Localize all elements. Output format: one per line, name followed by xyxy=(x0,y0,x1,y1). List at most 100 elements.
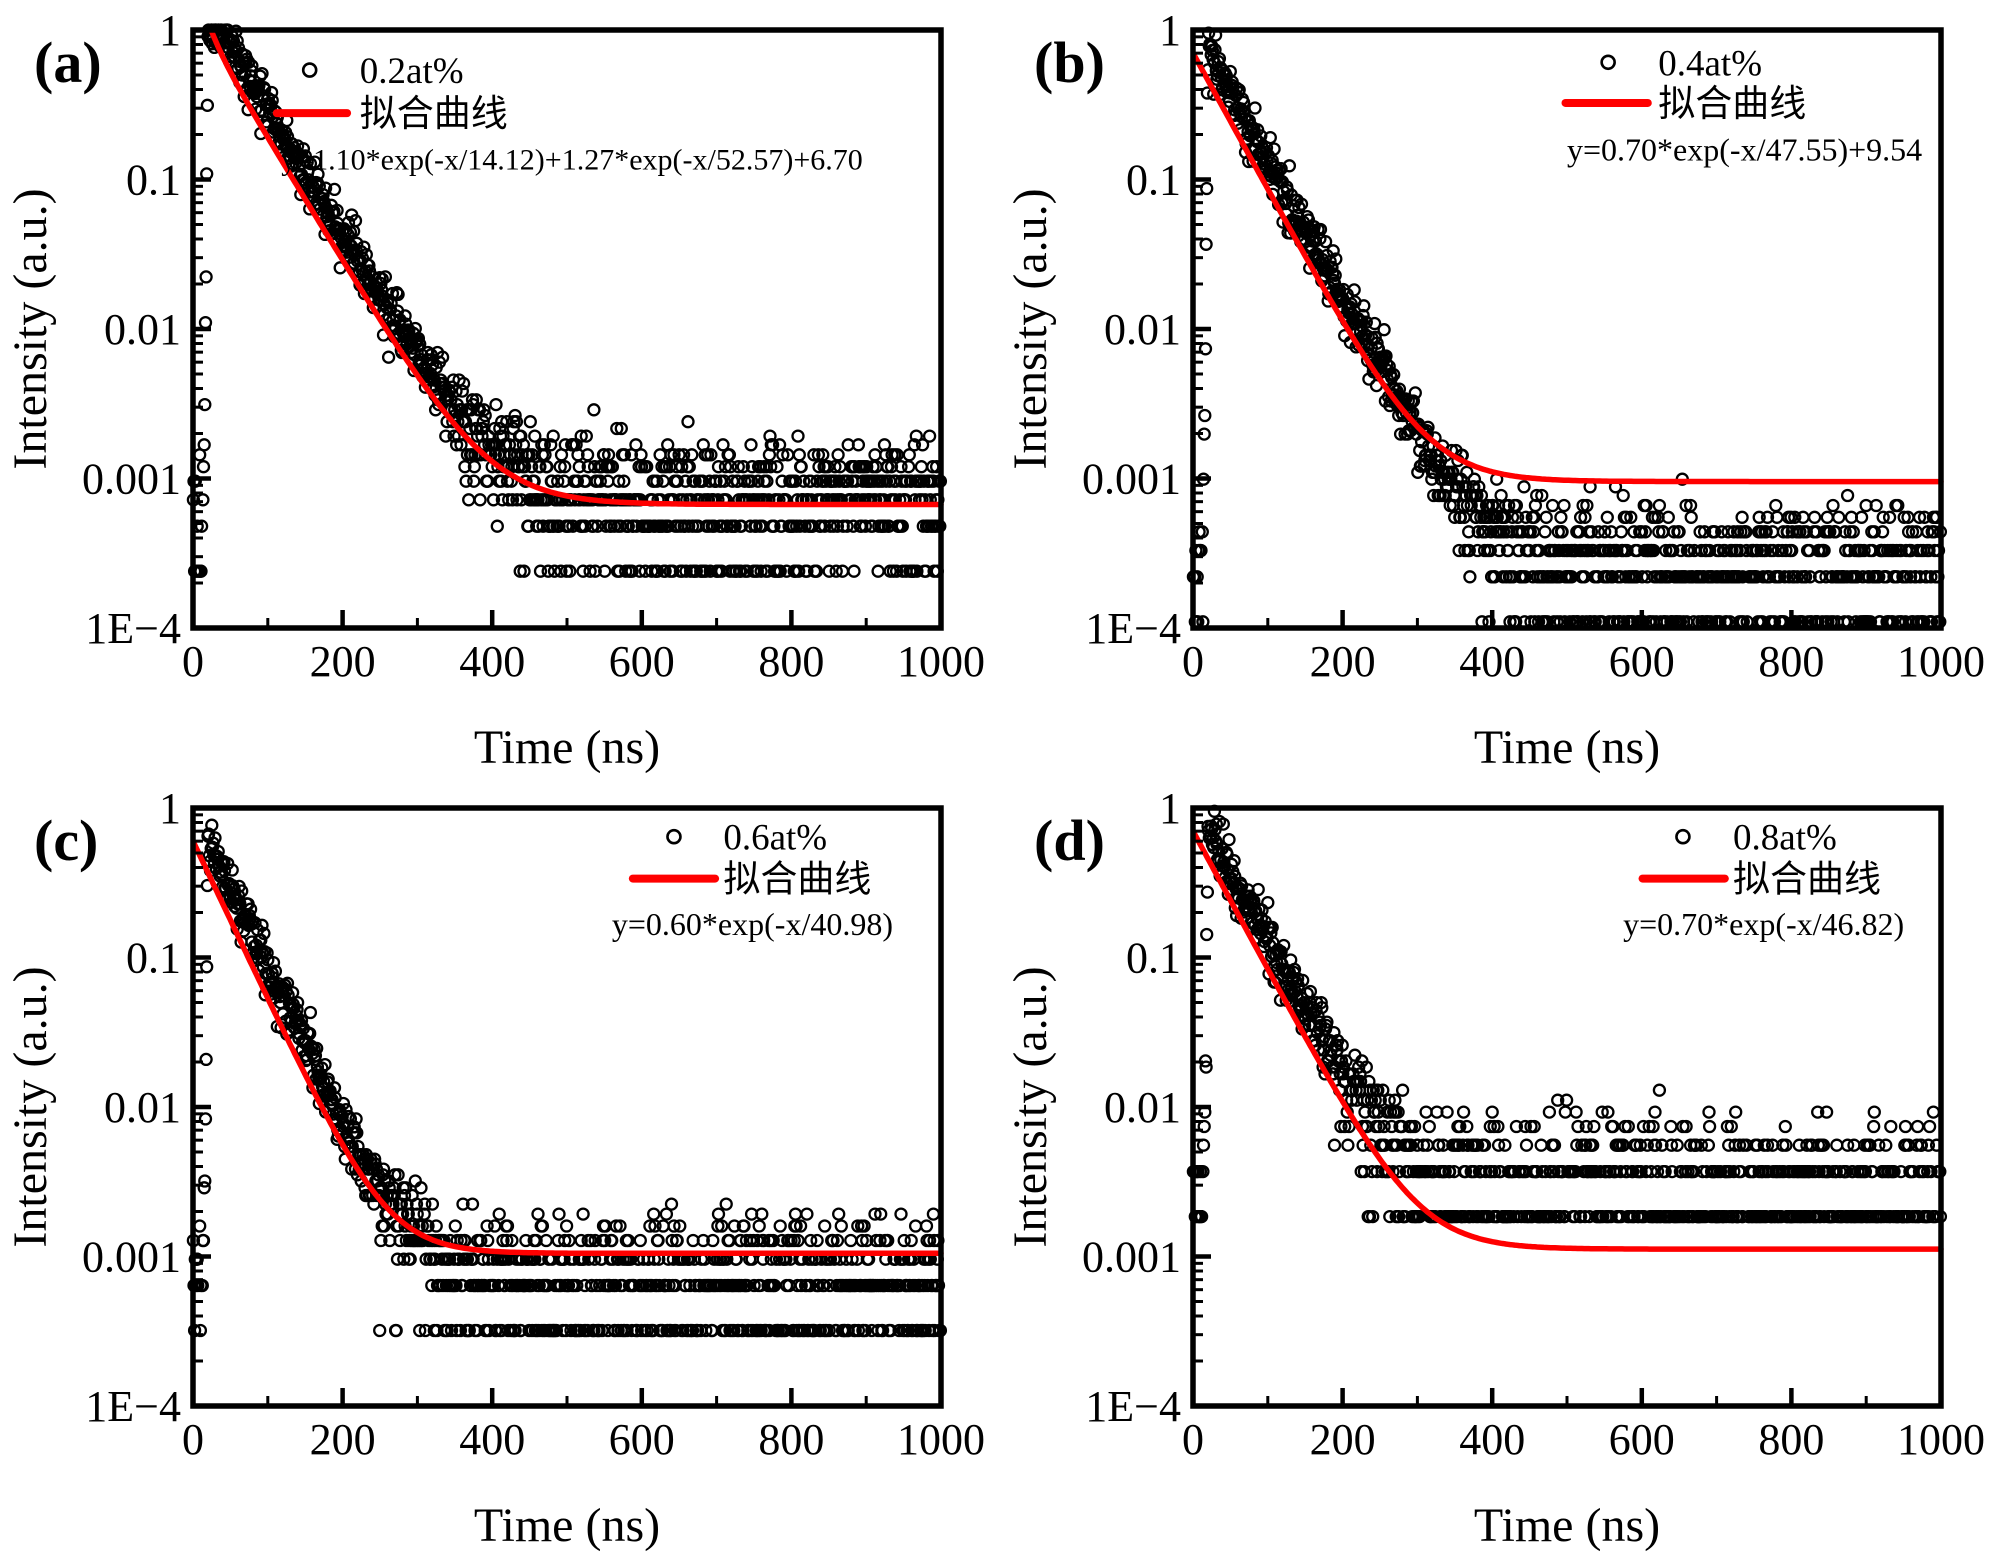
svg-text:400: 400 xyxy=(1459,1415,1525,1464)
fit-curve xyxy=(208,28,944,508)
y-axis-title: Intensity (a.u.) xyxy=(1004,188,1057,469)
fit-curve xyxy=(190,839,944,1257)
scatter-series xyxy=(1186,804,1948,1224)
svg-text:200: 200 xyxy=(1310,637,1376,686)
legend-series-label: 0.8at% xyxy=(1733,818,1837,859)
panel-a-figure: (a) 0 200 400 600 800 1000 1 0.1 0.01 0.001 1E−4 Tim… xyxy=(0,0,1000,778)
svg-text:0: 0 xyxy=(182,637,204,686)
legend-marker-icon xyxy=(666,828,682,845)
fit-curve xyxy=(1190,51,1944,485)
y-tick-labels: 1 0.1 0.01 0.001 1E−4 xyxy=(1082,784,1181,1431)
fit-equation: y=0.70*exp(-x/47.55)+9.54 xyxy=(1567,131,1922,167)
svg-text:1: 1 xyxy=(1159,6,1181,55)
legend-fit-label: 拟合曲线 xyxy=(723,859,871,901)
x-tick-labels: 0 200 400 600 800 1000 xyxy=(182,637,985,686)
x-axis-ticks xyxy=(190,1388,944,1406)
x-tick-labels: 0 200 400 600 800 1000 xyxy=(1182,1415,1985,1464)
svg-text:0: 0 xyxy=(1182,1415,1204,1464)
svg-text:600: 600 xyxy=(609,1415,675,1464)
y-tick-labels: 1 0.1 0.01 0.001 1E−4 xyxy=(1082,6,1181,653)
panel-tag: (b) xyxy=(1034,30,1105,95)
x-tick-labels: 0 200 400 600 800 1000 xyxy=(1182,637,1985,686)
y-tick-labels: 1 0.1 0.01 0.001 1E−4 xyxy=(82,6,181,653)
y-axis-title: Intensity (a.u.) xyxy=(4,188,57,469)
fit-equation: y=0.60*exp(-x/40.98) xyxy=(612,906,893,942)
svg-text:0: 0 xyxy=(182,1415,204,1464)
svg-text:1000: 1000 xyxy=(897,1415,985,1464)
svg-text:400: 400 xyxy=(459,1415,525,1464)
panel-background xyxy=(1000,0,2000,778)
x-axis-ticks xyxy=(1190,610,1944,628)
svg-text:400: 400 xyxy=(459,637,525,686)
svg-text:0.001: 0.001 xyxy=(1082,1233,1181,1282)
y-axis-ticks xyxy=(1193,27,1211,631)
x-axis-title: Time (ns) xyxy=(474,721,660,774)
x-axis-title: Time (ns) xyxy=(1474,721,1660,774)
svg-text:1E−4: 1E−4 xyxy=(85,1382,181,1431)
svg-text:600: 600 xyxy=(1609,637,1675,686)
svg-text:0.01: 0.01 xyxy=(1104,1083,1181,1132)
svg-text:800: 800 xyxy=(1758,1415,1824,1464)
svg-text:1000: 1000 xyxy=(1897,1415,1985,1464)
panel-tag: (a) xyxy=(34,30,102,95)
svg-text:0.001: 0.001 xyxy=(82,455,181,504)
y-axis-title: Intensity (a.u.) xyxy=(1004,966,1057,1247)
legend: 0.4at%拟合曲线 y=0.70*exp(-x/47.55)+9.54 xyxy=(1561,43,1922,167)
panel-a: (a) 0 200 400 600 800 1000 1 0.1 0.01 0.001 1E−4 Tim… xyxy=(0,0,1000,778)
panel-tag: (d) xyxy=(1034,808,1105,873)
panel-b: (b) 0 200 400 600 800 1000 1 0.1 0.01 0.001 1E−4 Tim… xyxy=(1000,0,2000,778)
panel-tag: (c) xyxy=(34,808,98,873)
svg-text:1000: 1000 xyxy=(897,637,985,686)
svg-text:600: 600 xyxy=(1609,1415,1675,1464)
x-axis-title: Time (ns) xyxy=(474,1499,660,1552)
legend-series-label: 0.2at% xyxy=(360,51,464,92)
legend-fit-label: 拟合曲线 xyxy=(1658,83,1806,125)
y-axis-ticks xyxy=(1193,805,1211,1409)
svg-text:1: 1 xyxy=(1159,784,1181,833)
svg-text:0.1: 0.1 xyxy=(1126,934,1181,983)
svg-text:0.001: 0.001 xyxy=(1082,455,1181,504)
x-axis-title: Time (ns) xyxy=(1474,1499,1660,1552)
panel-background xyxy=(0,778,1000,1556)
x-axis-ticks xyxy=(1190,1388,1944,1406)
panel-background xyxy=(0,0,1000,778)
svg-text:800: 800 xyxy=(1758,637,1824,686)
svg-text:0.01: 0.01 xyxy=(104,1083,181,1132)
y-axis-title: Intensity (a.u.) xyxy=(4,966,57,1247)
legend-marker-icon xyxy=(1675,828,1691,845)
svg-text:400: 400 xyxy=(1459,637,1525,686)
x-tick-labels: 0 200 400 600 800 1000 xyxy=(182,1415,985,1464)
x-axis-ticks xyxy=(190,610,944,628)
scatter-series xyxy=(1186,26,1948,629)
svg-text:0: 0 xyxy=(1182,637,1204,686)
svg-text:0.001: 0.001 xyxy=(82,1233,181,1282)
fit-equation: y=0.70*exp(-x/46.82) xyxy=(1623,906,1904,942)
svg-text:0.1: 0.1 xyxy=(126,156,181,205)
svg-text:0.01: 0.01 xyxy=(104,305,181,354)
svg-text:1E−4: 1E−4 xyxy=(1085,604,1181,653)
legend-series-label: 0.4at% xyxy=(1658,43,1762,84)
svg-text:1: 1 xyxy=(159,6,181,55)
svg-text:1: 1 xyxy=(159,784,181,833)
legend-fit-label: 拟合曲线 xyxy=(360,93,508,135)
legend-series-label: 0.6at% xyxy=(723,818,827,859)
y-tick-labels: 1 0.1 0.01 0.001 1E−4 xyxy=(82,784,181,1431)
svg-text:1E−4: 1E−4 xyxy=(85,604,181,653)
panel-c-figure: (c) 0 200 400 600 800 1000 1 0.1 0.01 0.001 1E−4 Tim… xyxy=(0,778,1000,1556)
svg-text:1E−4: 1E−4 xyxy=(1085,1382,1181,1431)
fit-curve xyxy=(1190,829,1944,1252)
y-axis-ticks xyxy=(193,805,211,1409)
svg-text:1000: 1000 xyxy=(1897,637,1985,686)
legend-marker-icon xyxy=(301,62,318,78)
legend: 0.2at%拟合曲线 y=1.10*exp(-x/14.12)+1.27*exp(… xyxy=(272,51,863,176)
svg-text:200: 200 xyxy=(1310,1415,1376,1464)
panel-c: (c) 0 200 400 600 800 1000 1 0.1 0.01 0.001 1E−4 Tim… xyxy=(0,778,1000,1557)
panel-d-figure: (d) 0 200 400 600 800 1000 1 0.1 0.01 0.001 1E−4 Tim… xyxy=(1000,778,2000,1556)
svg-text:0.1: 0.1 xyxy=(126,934,181,983)
legend: 0.8at%拟合曲线 y=0.70*exp(-x/46.82) xyxy=(1623,818,1904,942)
svg-text:200: 200 xyxy=(310,1415,376,1464)
svg-text:200: 200 xyxy=(310,637,376,686)
panel-b-figure: (b) 0 200 400 600 800 1000 1 0.1 0.01 0.001 1E−4 Tim… xyxy=(1000,0,2000,778)
svg-text:800: 800 xyxy=(758,637,824,686)
